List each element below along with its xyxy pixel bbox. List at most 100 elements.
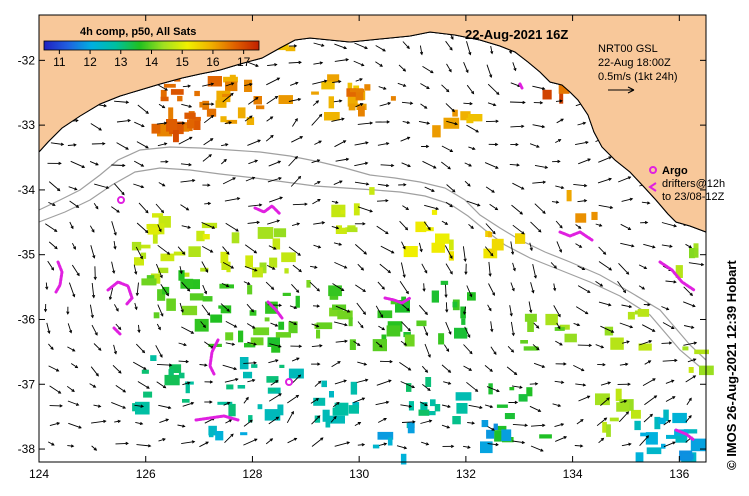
current-vector bbox=[532, 124, 545, 128]
current-vector bbox=[135, 246, 143, 259]
current-vector-head bbox=[164, 87, 169, 91]
current-vector bbox=[445, 263, 453, 275]
sst-pixel-patch bbox=[675, 433, 688, 443]
current-vector-head bbox=[157, 326, 161, 331]
current-vector-head bbox=[127, 118, 132, 123]
current-vector bbox=[683, 301, 696, 307]
sst-pixel-patch bbox=[661, 443, 666, 449]
current-vector bbox=[157, 143, 167, 147]
current-vector bbox=[225, 82, 234, 87]
current-vector bbox=[463, 306, 467, 315]
current-vector bbox=[463, 62, 469, 73]
current-vector-head bbox=[463, 258, 467, 263]
current-vector bbox=[290, 176, 301, 187]
current-vector-head bbox=[540, 448, 544, 452]
current-vector bbox=[356, 302, 366, 315]
current-vector-head bbox=[162, 385, 167, 389]
current-vector-head bbox=[161, 105, 166, 109]
current-vector bbox=[598, 156, 612, 163]
sst-pixel-patch bbox=[369, 187, 375, 195]
current-vector bbox=[375, 305, 383, 318]
sst-pixel-patch bbox=[407, 422, 415, 434]
current-vector bbox=[423, 326, 428, 336]
current-vector bbox=[158, 404, 171, 409]
current-vector bbox=[156, 122, 167, 125]
current-vector bbox=[554, 423, 564, 428]
current-vector-head bbox=[343, 140, 347, 144]
current-vector-head bbox=[163, 121, 168, 125]
sst-pixel-patch bbox=[681, 453, 694, 460]
current-vector bbox=[573, 183, 587, 187]
current-vector-head bbox=[140, 185, 145, 189]
current-vector bbox=[156, 323, 161, 330]
sst-pixel-patch bbox=[285, 46, 296, 52]
current-vector-head bbox=[407, 328, 411, 332]
current-vector bbox=[311, 159, 320, 164]
current-vector bbox=[468, 146, 475, 150]
current-vector bbox=[576, 419, 584, 425]
current-vector bbox=[661, 222, 677, 227]
current-vector bbox=[396, 445, 407, 449]
current-vector-head bbox=[559, 99, 563, 103]
sst-pixel-patch bbox=[246, 117, 255, 125]
current-vector-head bbox=[186, 288, 191, 292]
current-vector bbox=[334, 261, 347, 269]
current-vector-head bbox=[381, 327, 386, 331]
current-vector-head bbox=[59, 404, 63, 408]
current-vector bbox=[244, 265, 257, 272]
current-vector-head bbox=[531, 290, 535, 294]
current-vector-head bbox=[362, 288, 366, 293]
sst-pixel-patch bbox=[455, 392, 472, 401]
current-vector bbox=[378, 86, 386, 90]
current-vector bbox=[577, 200, 587, 203]
current-vector-head bbox=[98, 347, 102, 351]
current-vector-head bbox=[166, 251, 171, 255]
current-vector-head bbox=[253, 361, 257, 365]
current-vector-head bbox=[587, 158, 591, 162]
current-vector-head bbox=[56, 422, 61, 426]
current-vector bbox=[376, 379, 392, 386]
current-vector bbox=[202, 284, 207, 294]
current-vector bbox=[181, 281, 190, 292]
current-vector bbox=[115, 323, 122, 330]
current-vector-head bbox=[488, 273, 492, 277]
current-vector bbox=[578, 158, 591, 165]
current-vector bbox=[48, 181, 60, 191]
current-vector bbox=[375, 401, 389, 406]
sst-pixel-patch bbox=[181, 125, 190, 132]
current-vector-head bbox=[647, 303, 651, 307]
current-vector bbox=[67, 323, 72, 333]
current-vector-head bbox=[557, 325, 561, 330]
current-vector-head bbox=[424, 105, 428, 109]
current-vector bbox=[423, 221, 431, 230]
current-vector bbox=[484, 246, 494, 256]
current-vector-head bbox=[277, 160, 282, 164]
x-tick-label: 128 bbox=[242, 467, 262, 481]
current-vector bbox=[443, 381, 451, 385]
sst-pixel-patch bbox=[278, 321, 285, 330]
current-vector bbox=[90, 245, 95, 258]
sst-pixel-patch bbox=[187, 119, 195, 129]
current-vector-head bbox=[688, 414, 692, 419]
current-vector-head bbox=[139, 255, 143, 260]
current-vector-head bbox=[362, 311, 366, 315]
sst-pixel-patch bbox=[443, 117, 460, 129]
sst-pixel-patch bbox=[420, 402, 428, 410]
current-vector-head bbox=[425, 144, 430, 149]
current-vector bbox=[400, 340, 407, 346]
current-vector bbox=[45, 223, 57, 232]
current-vector-head bbox=[254, 159, 259, 163]
current-vector bbox=[377, 183, 389, 187]
sst-pixel-patch bbox=[220, 251, 229, 264]
current-vector-head bbox=[274, 95, 279, 100]
sst-pixel-patch bbox=[345, 227, 358, 233]
current-vector-head bbox=[468, 367, 473, 371]
current-vector-head bbox=[273, 246, 277, 250]
current-vector-head bbox=[448, 69, 452, 73]
current-vector-head bbox=[508, 50, 513, 55]
drifter-track bbox=[194, 414, 240, 422]
current-vector bbox=[488, 261, 491, 276]
sst-pixel-patch bbox=[184, 112, 196, 119]
current-vector bbox=[133, 183, 144, 188]
current-vector bbox=[485, 186, 495, 193]
